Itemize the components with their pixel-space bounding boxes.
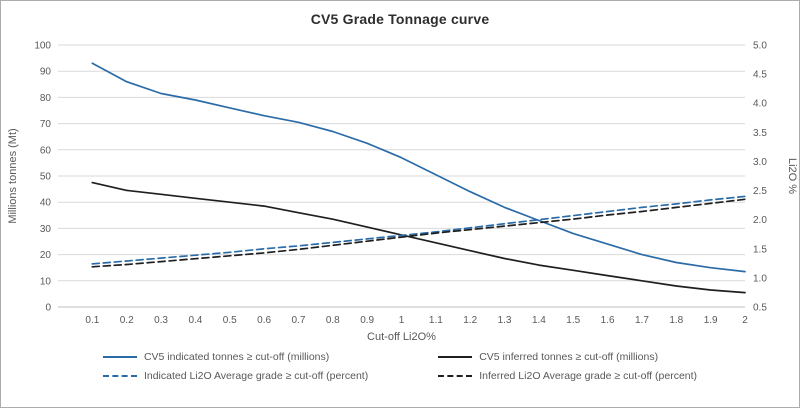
- svg-text:2.0: 2.0: [753, 215, 767, 226]
- svg-text:0.5: 0.5: [223, 315, 237, 326]
- svg-text:0.8: 0.8: [326, 315, 340, 326]
- legend-line-sample-indicated-grade: [102, 375, 137, 377]
- svg-text:1.4: 1.4: [532, 315, 546, 326]
- chart-legend: CV5 indicated tonnes ≥ cut-off (millions…: [1, 351, 799, 382]
- svg-text:5.0: 5.0: [753, 41, 767, 52]
- svg-text:10: 10: [40, 276, 52, 287]
- svg-text:40: 40: [40, 198, 52, 209]
- svg-text:Li2O %: Li2O %: [786, 158, 798, 194]
- legend-item-indicated-grade: Indicated Li2O Average grade ≥ cut-off (…: [102, 370, 369, 382]
- svg-text:2: 2: [742, 315, 748, 326]
- svg-text:80: 80: [40, 93, 52, 104]
- svg-text:4.0: 4.0: [753, 99, 767, 110]
- svg-text:20: 20: [40, 250, 52, 261]
- svg-text:0.4: 0.4: [188, 315, 202, 326]
- svg-text:1.9: 1.9: [704, 315, 718, 326]
- svg-text:0: 0: [45, 303, 51, 314]
- svg-text:1.8: 1.8: [669, 315, 683, 326]
- svg-text:70: 70: [40, 119, 52, 130]
- svg-text:0.2: 0.2: [120, 315, 134, 326]
- svg-text:1: 1: [399, 315, 405, 326]
- svg-text:1.0: 1.0: [753, 273, 767, 284]
- legend-label-indicated-grade: Indicated Li2O Average grade ≥ cut-off (…: [143, 370, 369, 382]
- chart-canvas: 0 10 20 30 40 50 60 70 80 90 100 0.5 1.0 1.5 2.0 2.5 3.0…: [7, 41, 798, 344]
- legend-label-inferred-tonnes: CV5 inferred tonnes ≥ cut-off (millions): [479, 351, 659, 363]
- legend-line-sample-inferred-tonnes: [438, 356, 473, 358]
- svg-text:0.3: 0.3: [154, 315, 168, 326]
- chart-title: CV5 Grade Tonnage curve: [310, 11, 490, 27]
- svg-text:90: 90: [40, 67, 52, 78]
- svg-text:1.5: 1.5: [566, 315, 580, 326]
- legend-label-inferred-grade: Inferred Li2O Average grade ≥ cut-off (p…: [479, 370, 698, 382]
- svg-text:30: 30: [40, 224, 52, 235]
- svg-text:100: 100: [34, 41, 51, 52]
- svg-text:2.5: 2.5: [753, 186, 767, 197]
- legend-line-sample-inferred-grade: [438, 375, 473, 377]
- svg-text:1.2: 1.2: [463, 315, 477, 326]
- svg-text:Cut-off Li2O%: Cut-off Li2O%: [367, 331, 436, 343]
- svg-text:1.7: 1.7: [635, 315, 649, 326]
- svg-text:1.1: 1.1: [429, 315, 443, 326]
- svg-text:1.3: 1.3: [498, 315, 512, 326]
- svg-text:3.0: 3.0: [753, 157, 767, 168]
- svg-text:0.1: 0.1: [85, 315, 99, 326]
- svg-text:0.7: 0.7: [291, 315, 305, 326]
- legend-line-sample-indicated-tonnes: [102, 356, 137, 358]
- svg-text:0.5: 0.5: [753, 303, 767, 314]
- svg-text:3.5: 3.5: [753, 128, 767, 139]
- legend-item-inferred-tonnes: CV5 inferred tonnes ≥ cut-off (millions): [438, 351, 697, 363]
- legend-item-inferred-grade: Inferred Li2O Average grade ≥ cut-off (p…: [438, 370, 697, 382]
- svg-text:1.5: 1.5: [753, 244, 767, 255]
- legend-label-indicated-tonnes: CV5 indicated tonnes ≥ cut-off (millions…: [143, 351, 330, 363]
- svg-text:0.9: 0.9: [360, 315, 374, 326]
- svg-text:4.5: 4.5: [753, 70, 767, 81]
- svg-text:0.6: 0.6: [257, 315, 271, 326]
- svg-text:60: 60: [40, 145, 52, 156]
- svg-text:1.6: 1.6: [601, 315, 615, 326]
- svg-text:Millions tonnes (Mt): Millions tonnes (Mt): [7, 128, 19, 223]
- svg-text:50: 50: [40, 172, 52, 183]
- legend-item-indicated-tonnes: CV5 indicated tonnes ≥ cut-off (millions…: [102, 351, 368, 363]
